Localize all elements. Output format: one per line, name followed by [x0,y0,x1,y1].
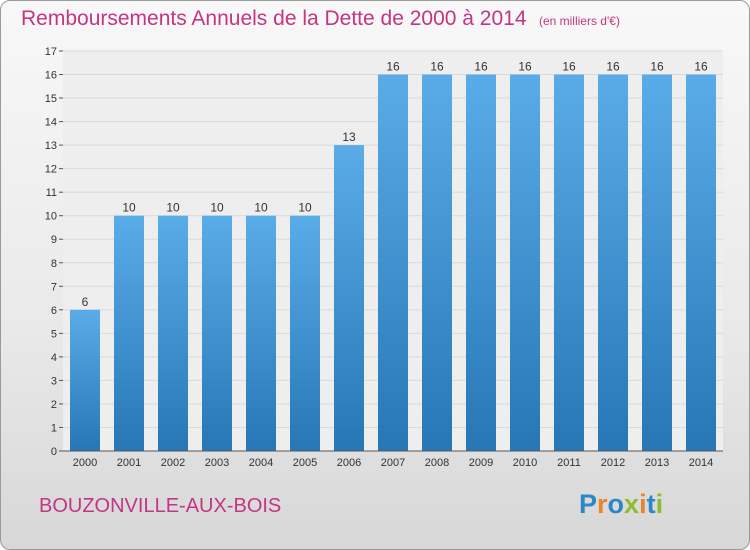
value-label-2010: 16 [518,60,532,74]
bar-2006 [334,145,364,451]
y-tick-label: 11 [46,187,57,199]
y-tick-label: 10 [45,211,57,223]
x-tick-label-2010: 2010 [513,457,537,469]
bar-2003 [202,215,232,451]
value-label-2002: 10 [166,201,180,215]
logo-letter: t [646,489,656,519]
bars: 6 10 10 10 10 10 13 16 16 16 16 16 16 16 16 [70,60,716,451]
value-label-2006: 13 [342,130,356,144]
chart-title: Remboursements Annuels de la Dette de 20… [21,7,527,30]
y-tick-label: 15 [45,93,57,105]
x-tick-label-2006: 2006 [337,457,361,469]
y-tick-label: 5 [51,328,57,340]
x-tick-label-2003: 2003 [205,457,229,469]
x-tick-label-2012: 2012 [601,457,625,469]
y-tick-label: 13 [45,140,57,152]
bar-2013 [642,74,672,451]
x-tick-label-2005: 2005 [293,457,317,469]
bar-2011 [554,74,584,451]
logo-letter: x [624,489,640,519]
proxiti-logo: Proxiti [579,489,663,520]
y-tick-label: 17 [45,46,57,58]
bar-2008 [422,74,452,451]
x-axis: 2000 2001 2002 2003 2004 2005 2006 2007 2008 2009… [73,457,713,469]
logo-letter: o [607,489,625,519]
bar-2009 [466,74,496,451]
y-tick-label: 1 [51,422,57,434]
logo-letter: i [655,489,664,519]
value-label-2009: 16 [474,60,488,74]
y-tick-label: 14 [45,117,57,129]
logo-letter: r [597,489,608,519]
value-label-2003: 10 [210,201,224,215]
bar-2007 [378,74,408,451]
y-tick-label: 12 [45,164,57,176]
value-label-2014: 16 [694,60,708,74]
x-tick-label-2009: 2009 [469,457,493,469]
y-tick-label: 16 [45,70,57,82]
y-tick-label: 4 [51,352,57,364]
y-tick-label: 2 [51,399,57,411]
logo-letter: P [579,489,598,519]
title-row: Remboursements Annuels de la Dette de 20… [21,7,620,31]
bar-2014 [686,74,716,451]
value-label-2011: 16 [562,60,576,74]
value-label-2008: 16 [430,60,444,74]
bar-2001 [114,215,144,451]
bar-2012 [598,74,628,451]
x-tick-label-2014: 2014 [689,457,713,469]
bar-2005 [290,215,320,451]
y-tick-label: 3 [51,375,57,387]
value-label-2007: 16 [386,60,400,74]
value-label-2013: 16 [650,60,664,74]
x-tick-label-2000: 2000 [73,457,97,469]
value-label-2004: 10 [254,201,268,215]
x-tick-label-2002: 2002 [161,457,185,469]
y-tick-label: 0 [51,446,57,458]
logo-letter: i [639,489,647,519]
bar-2000 [70,309,100,451]
place-name: BOUZONVILLE-AUX-BOIS [39,495,282,517]
bar-2002 [158,215,188,451]
y-tick-label: 7 [51,281,57,293]
value-label-2001: 10 [122,201,136,215]
x-tick-label-2001: 2001 [117,457,141,469]
y-tick-label: 8 [51,258,57,270]
x-tick-label-2007: 2007 [381,457,405,469]
value-label-2012: 16 [606,60,620,74]
bar-2004 [246,215,276,451]
chart-subtitle: (en milliers d'€) [538,14,620,28]
value-label-2005: 10 [298,201,312,215]
x-tick-label-2011: 2011 [557,457,581,469]
bar-2010 [510,74,540,451]
x-tick-label-2008: 2008 [425,457,449,469]
x-tick-label-2004: 2004 [249,457,273,469]
value-label-2000: 6 [82,295,89,309]
x-tick-label-2013: 2013 [645,457,669,469]
y-tick-label: 9 [51,234,57,246]
y-tick-label: 6 [51,305,57,317]
